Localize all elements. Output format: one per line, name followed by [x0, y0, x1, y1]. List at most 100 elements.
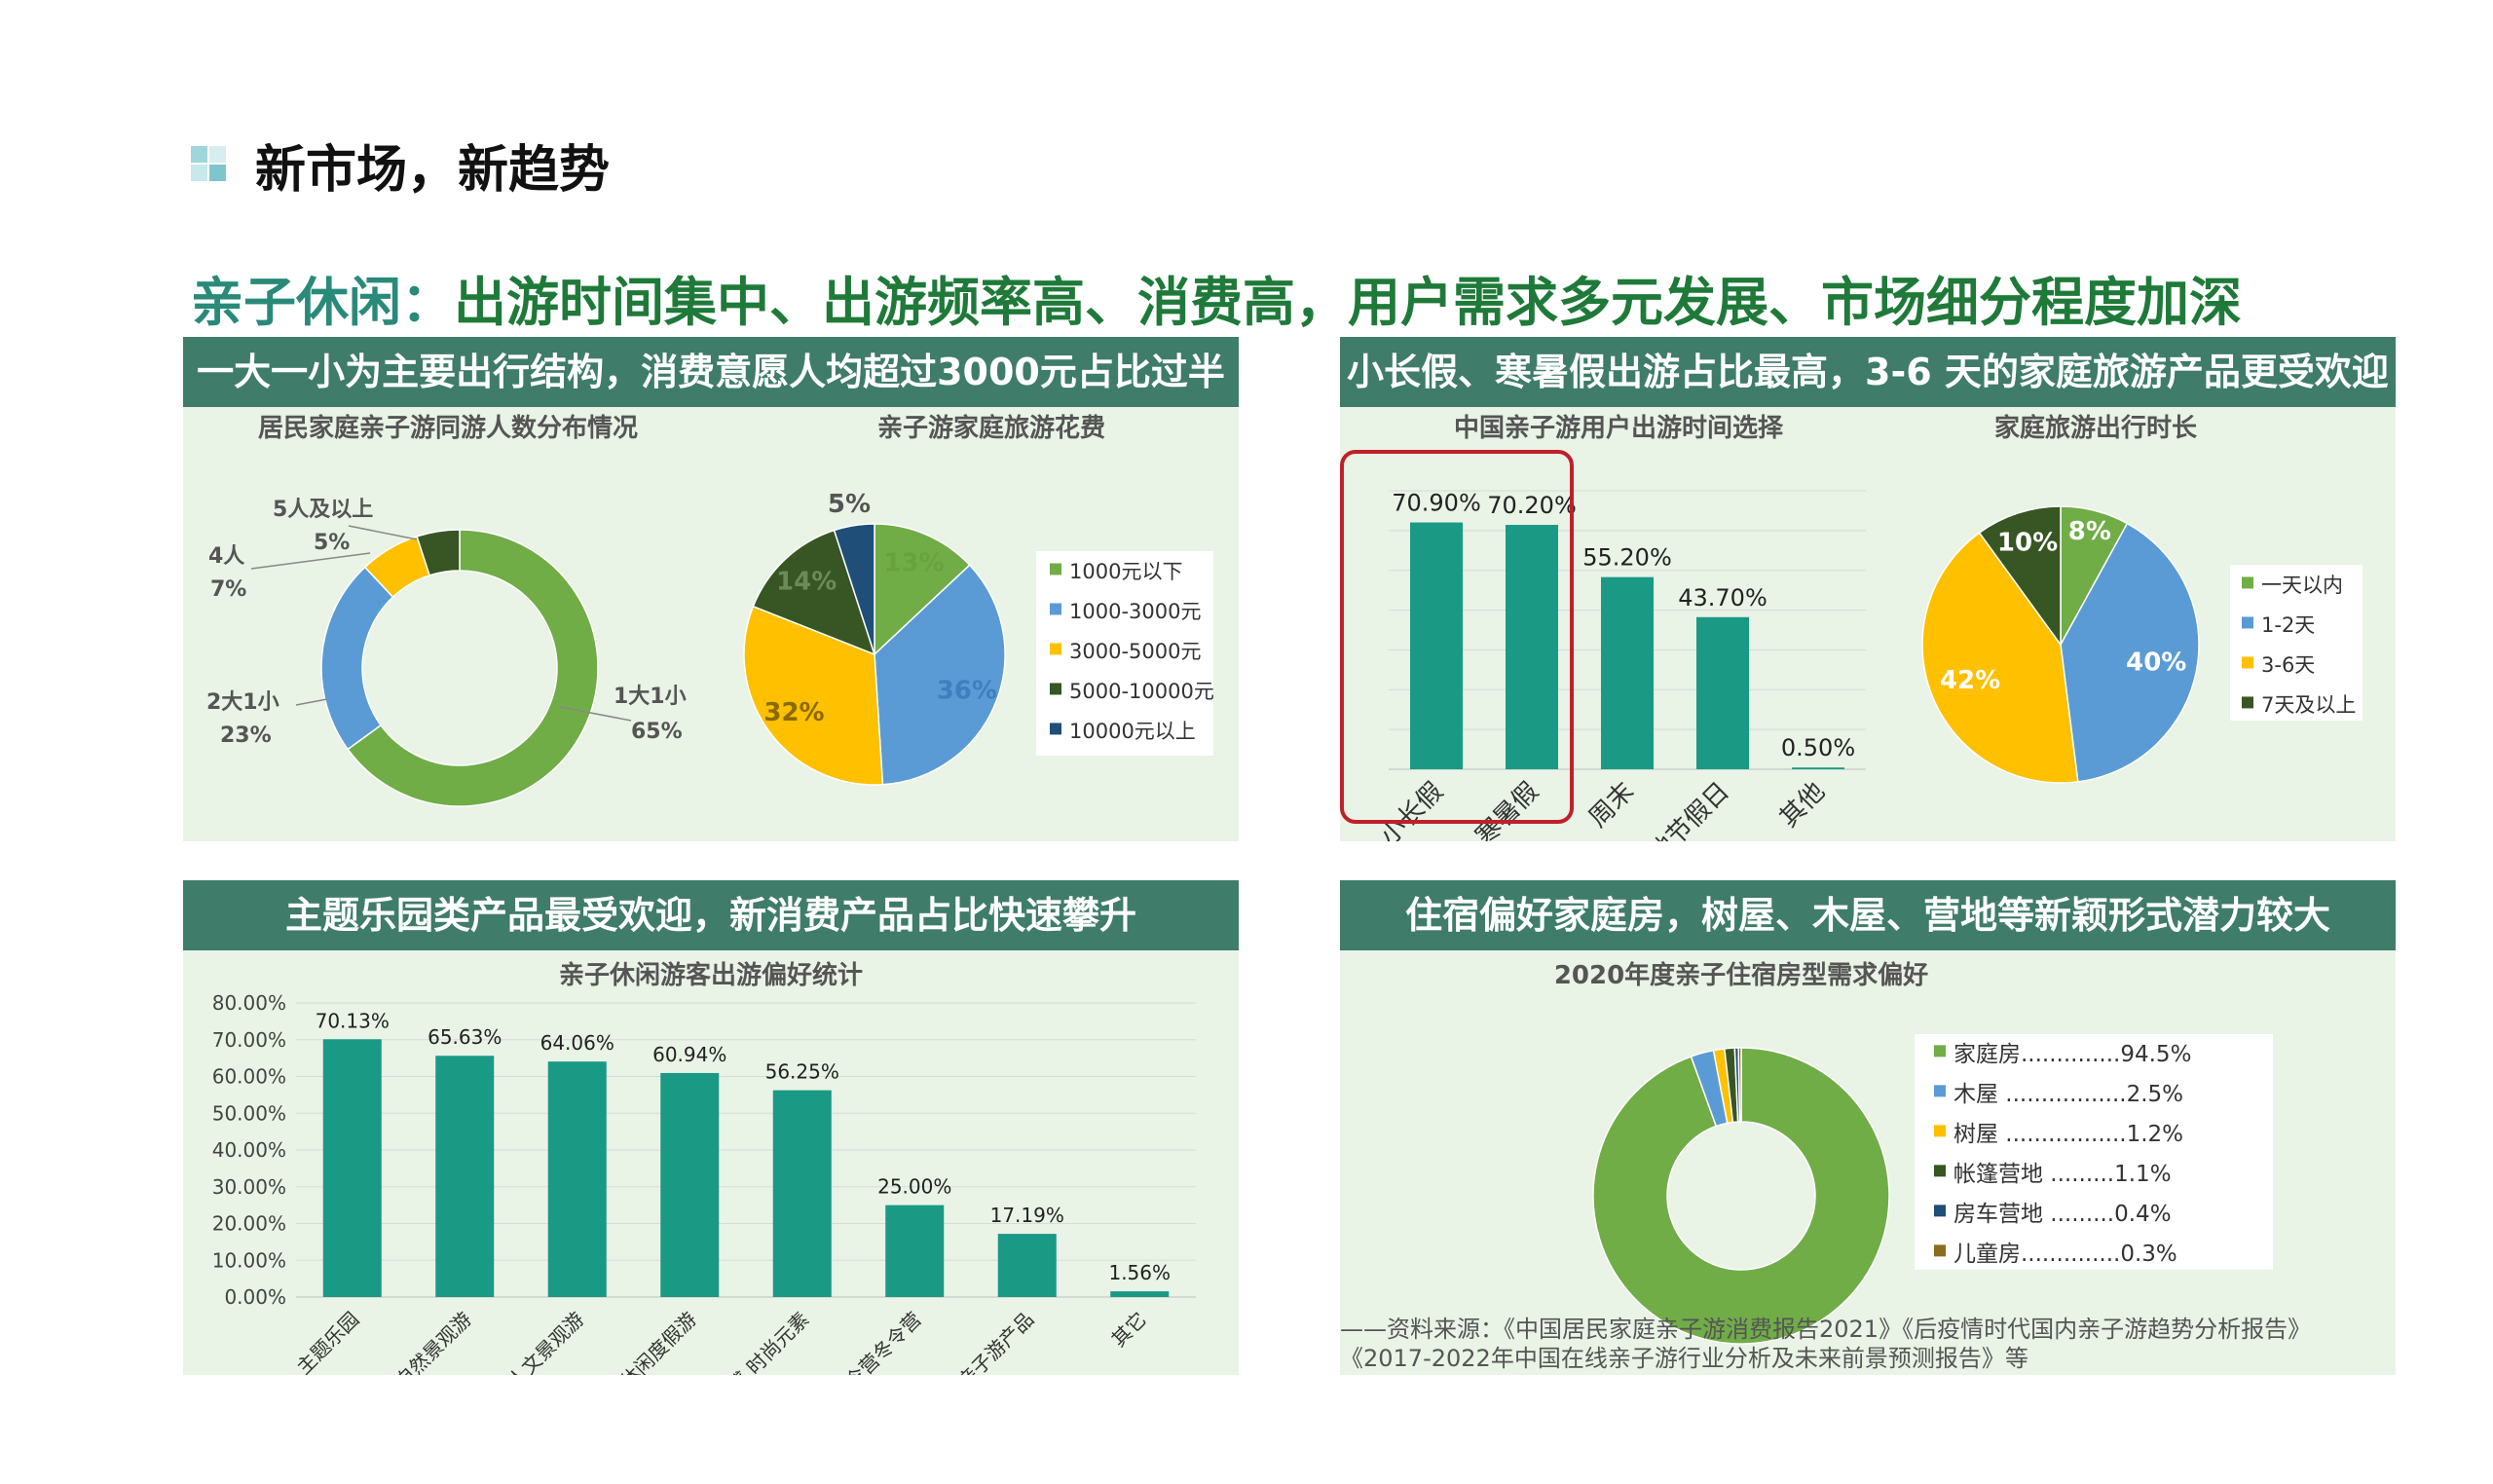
legend-swatch: [1934, 1045, 1946, 1057]
slice-1000元以下: [874, 523, 971, 656]
category-label: 周末: [1583, 777, 1640, 834]
bar-网红亲子游产品: [997, 1234, 1057, 1297]
category-label: 人文景观游: [503, 1308, 589, 1375]
bar-自然景观游: [435, 1056, 495, 1297]
y-tick-label: 20.00%: [212, 1212, 286, 1236]
panel-title: 主题乐园类产品最受欢迎，新消费产品占比快速攀升: [183, 880, 1239, 950]
legend-swatch: [1934, 1244, 1946, 1257]
panel-title: 小长假、寒暑假出游占比最高，3-6 天的家庭旅游产品更受欢迎: [1340, 337, 2396, 407]
category-label: 自然景观游: [391, 1308, 476, 1375]
legend-swatch: [1050, 643, 1061, 655]
bar-chart-preferences: 0.00% 10.00% 20.00% 30.00% 40.00% 50.00% 60.00…: [212, 991, 1196, 1375]
label-cat: 4人: [208, 544, 244, 569]
slice-1大1小: [347, 529, 599, 807]
bar-value-label: 70.90%: [1392, 490, 1481, 517]
y-tick-label: 70.00%: [212, 1028, 286, 1052]
bar-其他节假日: [1696, 616, 1749, 769]
chart-title-companions: 居民家庭亲子游同游人数分布情况: [258, 413, 638, 443]
legend-item: 一天以内: [2261, 574, 2343, 597]
label-val: 7%: [210, 577, 246, 602]
subtitle-rest: 出游时间集中、出游频率高、消费高，用户需求多元发展、市场细分程度加深: [454, 272, 2242, 333]
slice-label: 32%: [763, 698, 824, 727]
chart-title-spending: 亲子游家庭旅游花费: [877, 413, 1105, 443]
bar-科技感-时尚元素: [772, 1090, 832, 1297]
y-tick-label: 80.00%: [212, 991, 286, 1015]
donut-accommodation: [1592, 1047, 1890, 1345]
bar-chart-travel-time: 70.90% 小长假 70.20% 寒暑假 55.20% 周末 43.70% 其他节假日 0.5…: [1375, 490, 1866, 841]
category-label: 主题乐园: [292, 1308, 364, 1375]
bar-value-label: 65.63%: [428, 1025, 502, 1049]
bar-周末: [1601, 576, 1654, 769]
category-label: 寒暑假: [1470, 777, 1544, 841]
legend-item: 10000元以上: [1069, 720, 1196, 743]
category-label: 休闲度假游: [615, 1308, 701, 1375]
slice-5人及以上: [416, 529, 461, 576]
slice-label: 42%: [1940, 666, 2000, 695]
pie-spending: 13% 36% 32% 14% 5%: [743, 490, 1006, 786]
legend-item: 树屋 .................1.2%: [1953, 1122, 2183, 1147]
page-title: 新市场，新趋势: [255, 141, 611, 200]
slice-label: 40%: [2126, 649, 2186, 678]
y-tick-label: 30.00%: [212, 1175, 286, 1199]
legend-item: 儿童房..............0.3%: [1953, 1242, 2177, 1267]
legend-swatch: [1934, 1085, 1946, 1097]
bar-寒暑假: [1506, 525, 1558, 769]
bar-休闲度假游: [660, 1072, 720, 1297]
legend-item: 1-2天: [2261, 613, 2315, 637]
legend-item: 房车营地 .........0.4%: [1953, 1202, 2172, 1227]
slice-3000-5000元: [743, 605, 884, 786]
panel-accommodation: 住宿偏好家庭房，树屋、木屋、营地等新颖形式潜力较大 2020年度亲子住宿房型需求…: [1340, 880, 2396, 1375]
panel-title: 住宿偏好家庭房，树屋、木屋、营地等新颖形式潜力较大: [1340, 880, 2396, 950]
panel-2-charts: 中国亲子游用户出游时间选择 家庭旅游出行时长 70.90% 小长假 70.20% 寒暑…: [1340, 413, 2363, 841]
bar-其他: [1792, 767, 1844, 769]
slice-儿童房: [1737, 1047, 1742, 1123]
source-line-2: 《2017-2022年中国在线亲子游行业分析及未来前景预测报告》等: [1340, 1345, 2028, 1372]
category-label: 科技感 时尚元素: [696, 1308, 813, 1375]
slice-1-2天: [2060, 522, 2200, 783]
bar-value-label: 70.20%: [1487, 492, 1577, 519]
slice-家庭房: [1592, 1047, 1890, 1345]
y-tick-label: 40.00%: [212, 1138, 286, 1162]
panel-product-preference: 主题乐园类产品最受欢迎，新消费产品占比快速攀升 亲子休闲游客出游偏好统计 0.0…: [183, 880, 1239, 1375]
y-tick-label: 0.00%: [224, 1285, 286, 1309]
legend-swatch: [2242, 616, 2253, 629]
slice-1000-3000元: [874, 564, 1006, 786]
bar-其它: [1110, 1291, 1170, 1297]
legend-spending: 1000元以下 1000-3000元 3000-5000元 5000-10000元 10…: [1050, 560, 1214, 743]
bar-value-label: 56.25%: [765, 1060, 839, 1084]
source-line-1: ——资料来源：《中国居民家庭亲子游消费报告2021》《后疫情时代国内亲子游趋势分…: [1340, 1316, 2312, 1343]
legend-swatch: [2242, 576, 2253, 589]
highlight-box: [1340, 450, 1574, 824]
legend-swatch: [1050, 603, 1061, 615]
legend-item: 3-6天: [2261, 653, 2315, 677]
category-label: 其他: [1774, 777, 1831, 834]
label-val: 23%: [220, 723, 272, 748]
bar-value-label: 17.19%: [990, 1204, 1064, 1227]
y-tick-label: 10.00%: [212, 1248, 286, 1272]
label-cat: 1大1小: [614, 685, 687, 709]
panel-3-chart: 亲子休闲游客出游偏好统计 0.00% 10.00% 20.00% 30.00% 40.0…: [212, 960, 1196, 1375]
legend-swatch: [1050, 563, 1061, 575]
slice-label: 36%: [937, 677, 997, 706]
panel-4-chart: 2020年度亲子住宿房型需求偏好 家庭房..............94.5% 木…: [1554, 960, 2273, 1345]
bar-夏令营冬令营: [885, 1205, 945, 1297]
bar-value-label: 1.56%: [1108, 1261, 1171, 1284]
slice-2大1小: [320, 566, 394, 751]
panel-travel-time: 小长假、寒暑假出游占比最高，3-6 天的家庭旅游产品更受欢迎 中国亲子游用户出游…: [1340, 337, 2396, 841]
label-cat: 5人及以上: [273, 498, 373, 522]
bar-value-label: 55.20%: [1582, 544, 1672, 572]
legend-item: 3000-5000元: [1069, 640, 1201, 663]
category-label: 其它: [1107, 1308, 1151, 1352]
chart-title-travel-time: 中国亲子游用户出游时间选择: [1454, 413, 1784, 443]
bar-value-label: 60.94%: [652, 1043, 726, 1066]
pie-duration: 8% 40% 42% 10%: [1921, 505, 2200, 784]
bar-小长假: [1410, 522, 1463, 769]
slice-label: 5%: [828, 490, 871, 519]
legend-item: 家庭房..............94.5%: [1953, 1042, 2191, 1067]
bar-value-label: 25.00%: [877, 1175, 951, 1199]
legend-item: 帐篷营地 .........1.1%: [1953, 1162, 2172, 1187]
category-label: 夏令营冬令营: [827, 1308, 926, 1375]
legend-item: 1000-3000元: [1069, 600, 1201, 623]
legend-item: 木屋 .................2.5%: [1953, 1082, 2183, 1107]
subtitle-lead: 亲子休闲：: [191, 272, 454, 333]
